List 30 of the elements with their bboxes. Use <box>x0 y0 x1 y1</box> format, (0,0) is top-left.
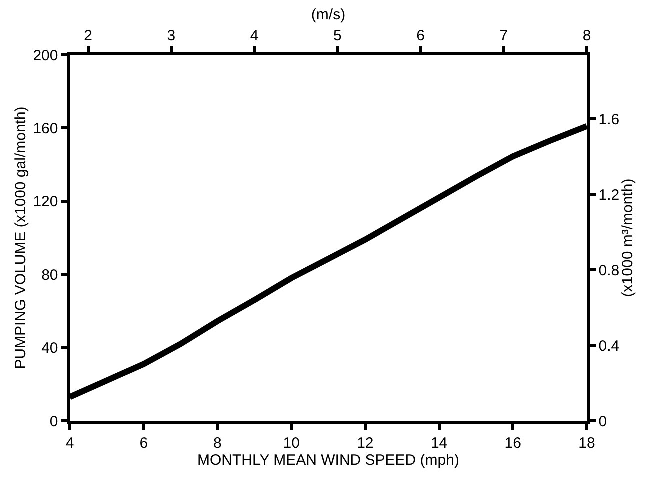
y-tick-label: 0 <box>50 413 58 430</box>
y2-tick-label: 0.4 <box>598 338 620 355</box>
y-tick-label: 80 <box>42 266 58 284</box>
x2-tick-label: 2 <box>84 27 92 44</box>
y2-tick-label: 0 <box>598 413 608 430</box>
x-tick-label: 14 <box>430 434 448 452</box>
x2-tick-label: 3 <box>167 27 176 44</box>
y-tick-label: 200 <box>33 47 58 64</box>
x-tick-label: 10 <box>283 434 300 452</box>
x-axis-title: MONTHLY MEAN WIND SPEED (mph) <box>198 452 460 469</box>
y-axis-title: PUMPING VOLUME (x1000 gal/month) <box>12 106 30 370</box>
x-tick-label: 4 <box>66 434 74 452</box>
y-tick-label: 40 <box>42 340 58 358</box>
x2-tick-label: 4 <box>250 27 259 44</box>
x-tick-label: 12 <box>357 434 374 452</box>
x-tick-label: 8 <box>214 434 222 452</box>
x-tick-label: 6 <box>140 434 148 452</box>
x-tick-label: 18 <box>578 434 596 452</box>
x2-tick-label: 6 <box>416 27 425 44</box>
x-tick-label: 16 <box>504 434 522 452</box>
y2-tick-label: 1.2 <box>598 186 620 204</box>
x2-tick-label: 8 <box>582 27 592 44</box>
y2-tick-label: 0.8 <box>598 262 620 280</box>
y-tick-label: 160 <box>33 120 58 138</box>
y2-tick-label: 1.6 <box>598 111 620 128</box>
x2-tick-label: 7 <box>500 27 508 44</box>
y2-axis-title: (x1000 m³/month) <box>620 178 637 298</box>
x2-axis-title: (m/s) <box>311 6 346 24</box>
y-tick-label: 120 <box>33 194 58 211</box>
x2-tick-label: 5 <box>333 27 342 44</box>
